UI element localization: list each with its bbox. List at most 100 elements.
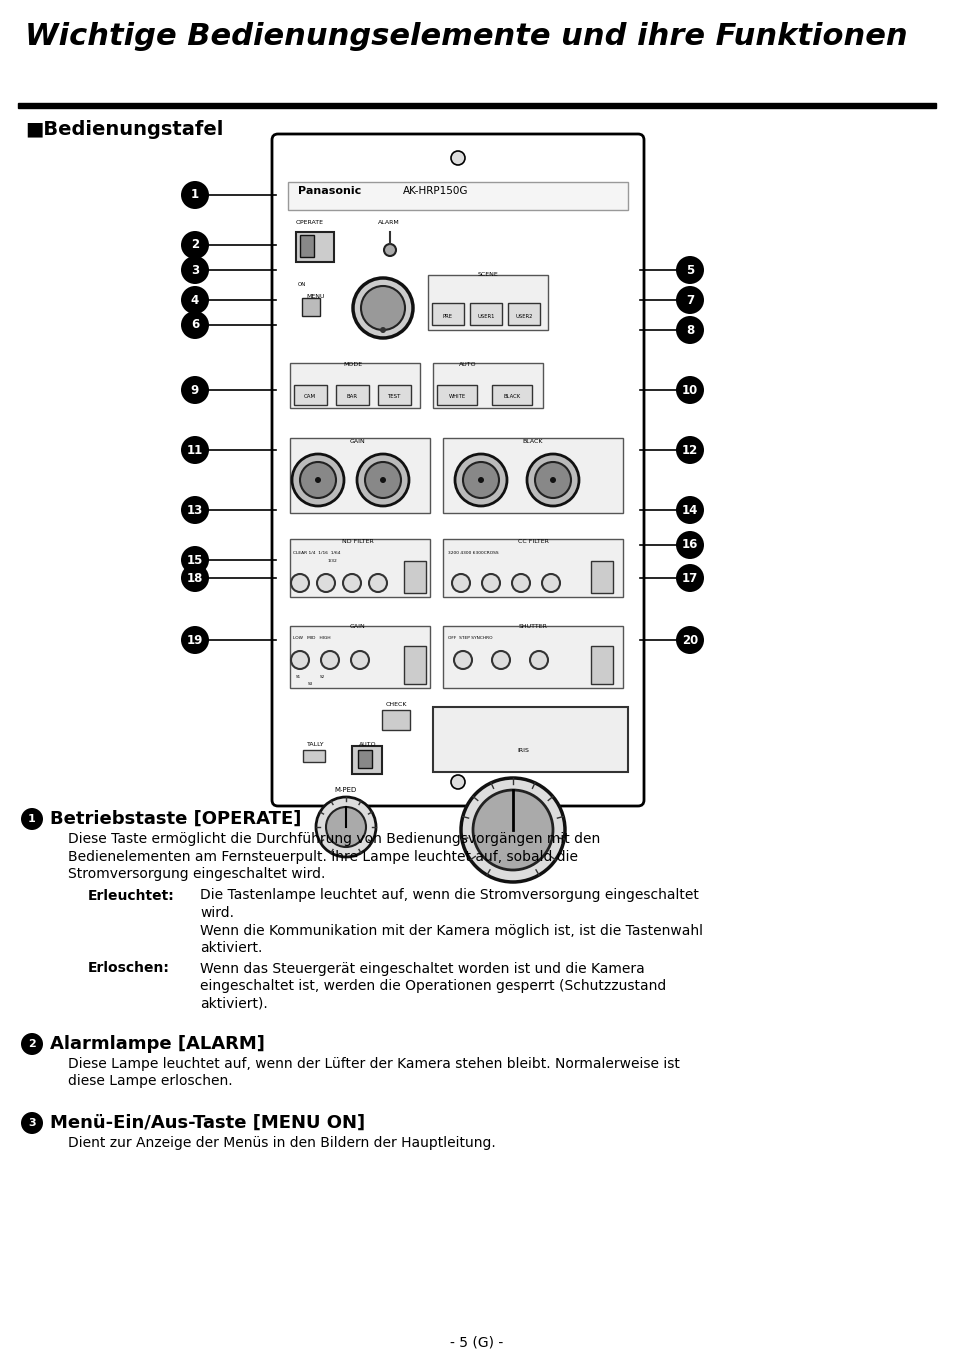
Circle shape [473, 789, 553, 871]
Text: 17: 17 [681, 571, 698, 585]
Bar [290, 539, 430, 597]
Bar [357, 750, 372, 768]
Text: Diese Lampe leuchtet auf, wenn der Lüfter der Kamera stehen bleibt. Normalerweis: Diese Lampe leuchtet auf, wenn der Lüfte… [68, 1057, 679, 1071]
Bar [381, 709, 410, 730]
Text: M-PED: M-PED [335, 787, 356, 793]
Bar [299, 236, 314, 257]
Text: OFF  STEP SYNCHRO: OFF STEP SYNCHRO [448, 636, 492, 640]
Text: CC FILTER: CC FILTER [517, 539, 548, 544]
Text: SCENE: SCENE [477, 272, 497, 278]
Circle shape [676, 256, 703, 284]
Circle shape [452, 574, 470, 592]
Circle shape [353, 278, 413, 338]
Circle shape [477, 477, 483, 483]
Bar [290, 363, 419, 408]
Text: CLEAR 1/4  1/16  1/64: CLEAR 1/4 1/16 1/64 [293, 551, 340, 555]
Bar [18, 103, 935, 108]
Text: - 5 (G) -: - 5 (G) - [450, 1335, 503, 1349]
Circle shape [316, 574, 335, 592]
Circle shape [526, 454, 578, 506]
Circle shape [21, 1033, 43, 1055]
Text: Die Tastenlampe leuchtet auf, wenn die Stromversorgung eingeschaltet: Die Tastenlampe leuchtet auf, wenn die S… [200, 888, 699, 903]
Text: Wenn das Steuergerät eingeschaltet worden ist und die Kamera: Wenn das Steuergerät eingeschaltet worde… [200, 961, 644, 975]
Bar [433, 363, 542, 408]
Text: aktiviert.: aktiviert. [200, 941, 262, 955]
Text: 12: 12 [681, 444, 698, 456]
Text: 1/32: 1/32 [328, 559, 337, 563]
Text: GAIN: GAIN [350, 624, 366, 630]
Text: MODE: MODE [343, 362, 362, 367]
Circle shape [676, 436, 703, 464]
Circle shape [676, 376, 703, 403]
Text: 8: 8 [685, 324, 694, 337]
Circle shape [379, 328, 386, 333]
Circle shape [481, 574, 499, 592]
Text: 6: 6 [191, 318, 199, 332]
Text: CAM: CAM [304, 394, 315, 399]
Text: diese Lampe erloschen.: diese Lampe erloschen. [68, 1075, 233, 1089]
Circle shape [314, 477, 320, 483]
Circle shape [356, 454, 409, 506]
Circle shape [451, 152, 464, 165]
Text: Wichtige Bedienungselemente und ihre Funktionen: Wichtige Bedienungselemente und ihre Fun… [25, 22, 906, 51]
Bar [302, 298, 319, 315]
Circle shape [530, 651, 547, 669]
Text: wird.: wird. [200, 906, 233, 919]
Bar [377, 385, 411, 405]
Bar [436, 385, 476, 405]
Text: 3: 3 [191, 264, 199, 276]
Text: 11: 11 [187, 444, 203, 456]
Bar [470, 303, 501, 325]
Text: S1: S1 [295, 676, 301, 678]
Text: 13: 13 [187, 504, 203, 516]
Circle shape [455, 454, 506, 506]
Circle shape [181, 286, 209, 314]
Circle shape [492, 651, 510, 669]
Circle shape [181, 232, 209, 259]
Text: Erleuchtet:: Erleuchtet: [88, 888, 174, 903]
Text: Stromversorgung eingeschaltet wird.: Stromversorgung eingeschaltet wird. [68, 867, 325, 881]
Circle shape [360, 286, 405, 330]
Circle shape [315, 798, 375, 857]
Text: 7: 7 [685, 294, 694, 306]
Bar [290, 437, 430, 513]
Bar [403, 646, 426, 684]
Text: 10: 10 [681, 383, 698, 397]
Text: AUTO: AUTO [458, 362, 476, 367]
Circle shape [365, 462, 400, 498]
Circle shape [181, 311, 209, 338]
Text: 1: 1 [28, 814, 36, 825]
Text: IRIS: IRIS [517, 747, 528, 753]
Circle shape [535, 462, 571, 498]
Text: TEST: TEST [387, 394, 400, 399]
Text: Erloschen:: Erloschen: [88, 961, 170, 975]
Text: BAR: BAR [346, 394, 357, 399]
Circle shape [181, 376, 209, 403]
Circle shape [181, 181, 209, 209]
Text: SHUTTER: SHUTTER [518, 624, 547, 630]
Circle shape [320, 651, 338, 669]
Bar [590, 561, 613, 593]
Text: aktiviert).: aktiviert). [200, 997, 268, 1010]
Circle shape [676, 626, 703, 654]
Circle shape [181, 626, 209, 654]
Text: Dient zur Anzeige der Menüs in den Bildern der Hauptleitung.: Dient zur Anzeige der Menüs in den Bilde… [68, 1136, 496, 1150]
FancyBboxPatch shape [272, 134, 643, 806]
Circle shape [292, 454, 344, 506]
Text: 3200 4300 6300CROSS: 3200 4300 6300CROSS [448, 551, 498, 555]
Text: 5: 5 [685, 264, 694, 276]
Text: BLACK: BLACK [522, 439, 542, 444]
Bar [442, 539, 622, 597]
Bar [290, 626, 430, 688]
Text: GAIN: GAIN [350, 439, 366, 444]
Circle shape [291, 574, 309, 592]
Text: TALLY: TALLY [307, 742, 324, 747]
Text: 19: 19 [187, 634, 203, 646]
Text: ■Bedienungstafel: ■Bedienungstafel [25, 121, 223, 139]
Bar [590, 646, 613, 684]
Bar [294, 385, 327, 405]
Circle shape [299, 462, 335, 498]
Circle shape [326, 807, 366, 848]
Circle shape [550, 477, 556, 483]
Text: 9: 9 [191, 383, 199, 397]
